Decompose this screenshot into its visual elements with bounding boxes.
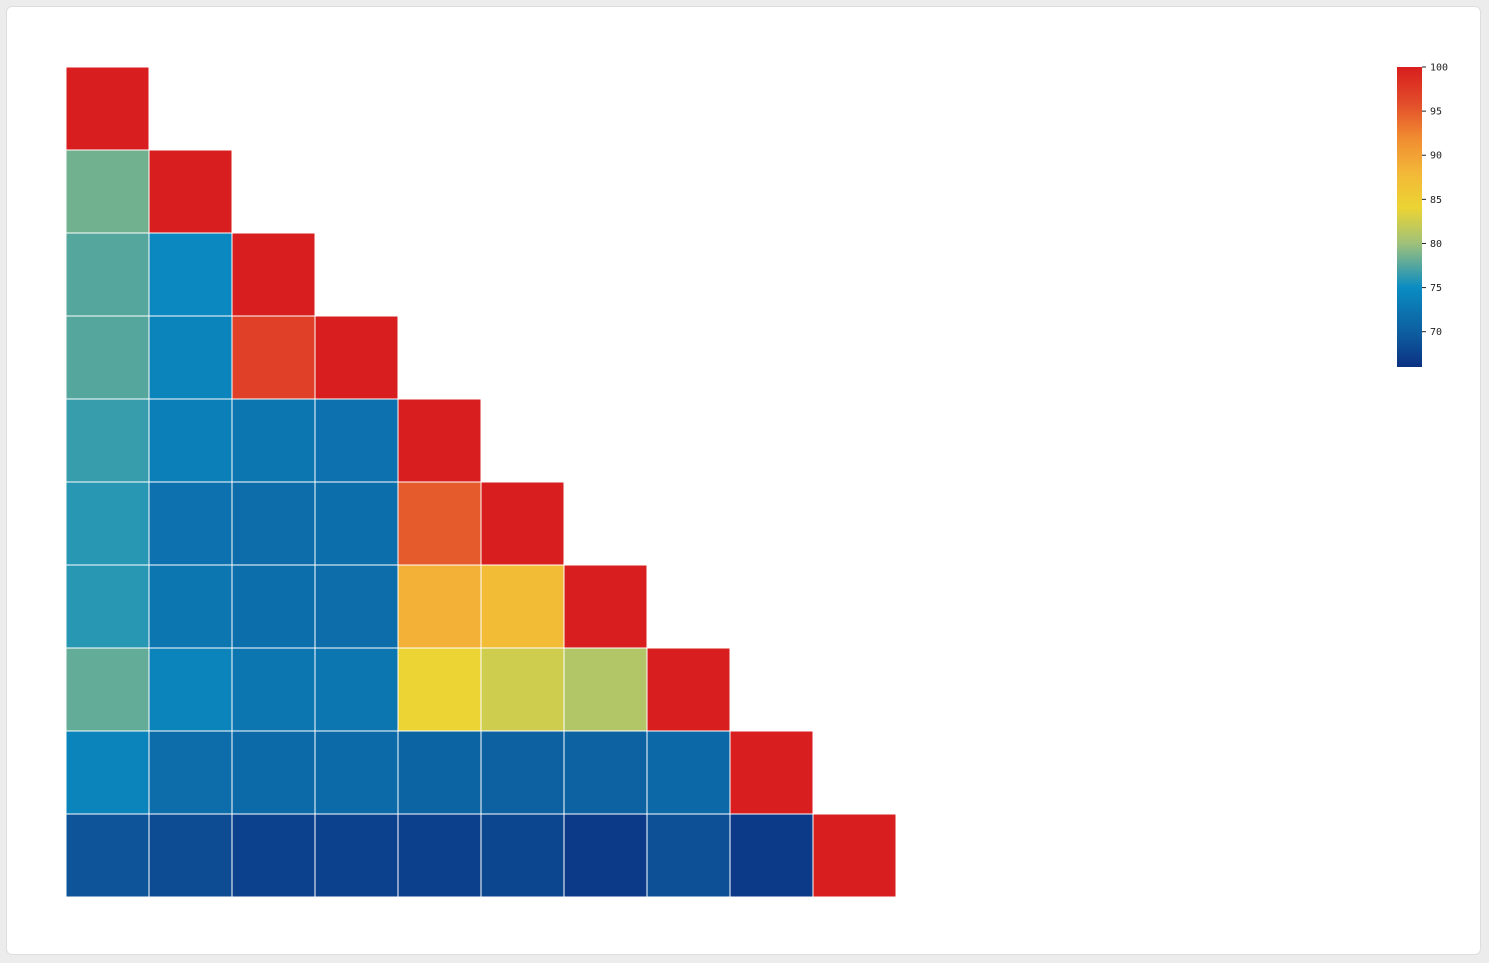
colorbar-tick-label: 95 xyxy=(1430,107,1442,118)
heatmap-cell-r5-c1 xyxy=(148,481,233,566)
heatmap-cell-r4-c2 xyxy=(231,398,316,483)
heatmap-cell-r3-c3 xyxy=(314,315,399,400)
colorbar-tick-label: 75 xyxy=(1430,283,1442,294)
heatmap-cell-r9-c0 xyxy=(65,813,150,898)
heatmap-cell-r4-c0 xyxy=(65,398,150,483)
heatmap-cell-r1-c0 xyxy=(65,149,150,234)
colorbar-ticks: 100 95 90 85 80 75 70 xyxy=(1422,63,1448,338)
heatmap-cell-r7-c4 xyxy=(397,647,482,732)
heatmap-cell-r9-c4 xyxy=(397,813,482,898)
colorbar-tick-label: 85 xyxy=(1430,195,1442,206)
colorbar: 100 95 90 85 80 75 70 xyxy=(1397,63,1448,367)
heatmap-cell-r6-c1 xyxy=(148,564,233,649)
heatmap-cell-r8-c0 xyxy=(65,730,150,815)
heatmap-cell-r5-c3 xyxy=(314,481,399,566)
heatmap-cell-r8-c4 xyxy=(397,730,482,815)
heatmap-cell-r9-c9 xyxy=(812,813,897,898)
heatmap-cells xyxy=(65,66,897,898)
heatmap-cell-r8-c7 xyxy=(646,730,731,815)
heatmap-cell-r5-c0 xyxy=(65,481,150,566)
heatmap-cell-r9-c7 xyxy=(646,813,731,898)
heatmap-cell-r4-c4 xyxy=(397,398,482,483)
colorbar-scale xyxy=(1397,67,1422,367)
colorbar-tick-label: 70 xyxy=(1430,327,1442,338)
heatmap-cell-r5-c5 xyxy=(480,481,565,566)
heatmap-cell-r1-c1 xyxy=(148,149,233,234)
colorbar-tick-label: 80 xyxy=(1430,239,1442,250)
heatmap-cell-r9-c6 xyxy=(563,813,648,898)
heatmap-cell-r7-c7 xyxy=(646,647,731,732)
heatmap-cell-r9-c8 xyxy=(729,813,814,898)
heatmap-cell-r9-c5 xyxy=(480,813,565,898)
heatmap-cell-r7-c3 xyxy=(314,647,399,732)
heatmap-cell-r6-c5 xyxy=(480,564,565,649)
heatmap-cell-r9-c2 xyxy=(231,813,316,898)
heatmap-cell-r6-c6 xyxy=(563,564,648,649)
heatmap-cell-r9-c3 xyxy=(314,813,399,898)
heatmap-cell-r7-c5 xyxy=(480,647,565,732)
heatmap-cell-r3-c2 xyxy=(231,315,316,400)
heatmap-cell-r8-c3 xyxy=(314,730,399,815)
heatmap-cell-r8-c1 xyxy=(148,730,233,815)
heatmap-cell-r8-c2 xyxy=(231,730,316,815)
heatmap-cell-r7-c1 xyxy=(148,647,233,732)
heatmap-cell-r3-c0 xyxy=(65,315,150,400)
heatmap-cell-r0-c0 xyxy=(65,66,150,151)
heatmap-cell-r8-c8 xyxy=(729,730,814,815)
heatmap-cell-r2-c1 xyxy=(148,232,233,317)
heatmap-cell-r6-c3 xyxy=(314,564,399,649)
heatmap-cell-r4-c1 xyxy=(148,398,233,483)
heatmap-cell-r8-c5 xyxy=(480,730,565,815)
heatmap-cell-r4-c3 xyxy=(314,398,399,483)
heatmap-cell-r5-c4 xyxy=(397,481,482,566)
heatmap-cell-r7-c6 xyxy=(563,647,648,732)
heatmap-cell-r6-c4 xyxy=(397,564,482,649)
heatmap-cell-r2-c0 xyxy=(65,232,150,317)
heatmap-cell-r7-c0 xyxy=(65,647,150,732)
heatmap-cell-r8-c6 xyxy=(563,730,648,815)
heatmap-cell-r5-c2 xyxy=(231,481,316,566)
heatmap-cell-r3-c1 xyxy=(148,315,233,400)
heatmap-cell-r6-c0 xyxy=(65,564,150,649)
heatmap-cell-r7-c2 xyxy=(231,647,316,732)
colorbar-tick-label: 90 xyxy=(1430,151,1442,162)
colorbar-tick-label: 100 xyxy=(1430,63,1448,74)
heatmap-cell-r2-c2 xyxy=(231,232,316,317)
heatmap-cell-r6-c2 xyxy=(231,564,316,649)
heatmap-cell-r9-c1 xyxy=(148,813,233,898)
